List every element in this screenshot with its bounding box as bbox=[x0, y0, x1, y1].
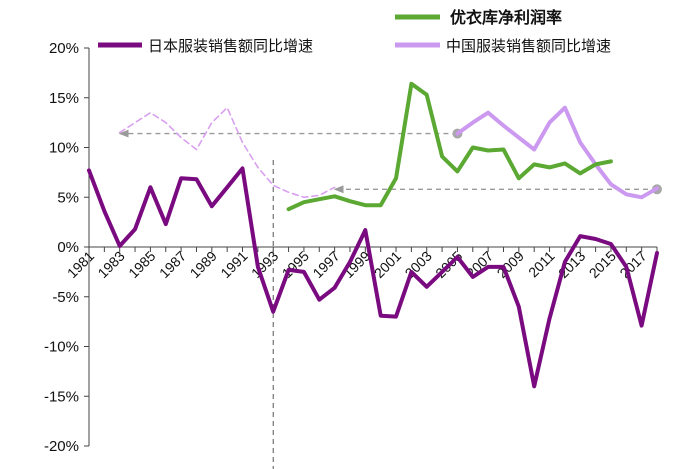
x-tick-label: 1985 bbox=[125, 248, 158, 281]
x-axis: 1981198319851987198919911993199519971999… bbox=[64, 246, 658, 281]
series-line-1 bbox=[118, 106, 336, 199]
y-tick-label: -10% bbox=[44, 339, 79, 356]
x-tick-label: 2015 bbox=[586, 248, 619, 281]
annotations bbox=[118, 128, 662, 469]
y-tick-label: 0% bbox=[57, 239, 79, 256]
x-tick-label: 2011 bbox=[525, 248, 558, 281]
legend-label-japan: 日本服装销售额同比增速 bbox=[148, 38, 313, 55]
y-tick-label: 15% bbox=[49, 90, 79, 107]
y-tick-label: 5% bbox=[57, 189, 79, 206]
x-tick-label: 2007 bbox=[463, 248, 496, 281]
series-line-0 bbox=[87, 166, 659, 389]
y-tick-label: -15% bbox=[44, 388, 79, 405]
x-tick-label: 2017 bbox=[616, 248, 649, 281]
legend: 优衣库净利润率 日本服装销售额同比增速 中国服装销售额同比增速 bbox=[98, 8, 611, 55]
x-tick-label: 1991 bbox=[217, 248, 250, 281]
y-tick-label: 10% bbox=[49, 140, 79, 157]
y-axis: 20% 15% 10% 5% 0% -5% -10% -15% -20% bbox=[44, 40, 90, 455]
series-group bbox=[87, 81, 659, 389]
x-tick-label: 1993 bbox=[248, 248, 281, 281]
x-tick-label: 2009 bbox=[494, 248, 527, 281]
x-tick-label: 1997 bbox=[309, 248, 342, 281]
x-tick-label: 1983 bbox=[94, 248, 127, 281]
y-tick-label: 20% bbox=[49, 40, 79, 57]
series-line-3 bbox=[455, 105, 659, 200]
x-tick-label: 1987 bbox=[156, 248, 189, 281]
x-tick-label: 2001 bbox=[371, 248, 404, 281]
series-line-2 bbox=[286, 81, 613, 212]
y-tick-label: -5% bbox=[52, 289, 79, 306]
legend-label-uniqlo: 优衣库净利润率 bbox=[450, 8, 562, 27]
legend-label-china: 中国服装销售额同比增速 bbox=[446, 38, 611, 55]
y-tick-label: -20% bbox=[44, 438, 79, 455]
x-tick-label: 1989 bbox=[187, 248, 220, 281]
